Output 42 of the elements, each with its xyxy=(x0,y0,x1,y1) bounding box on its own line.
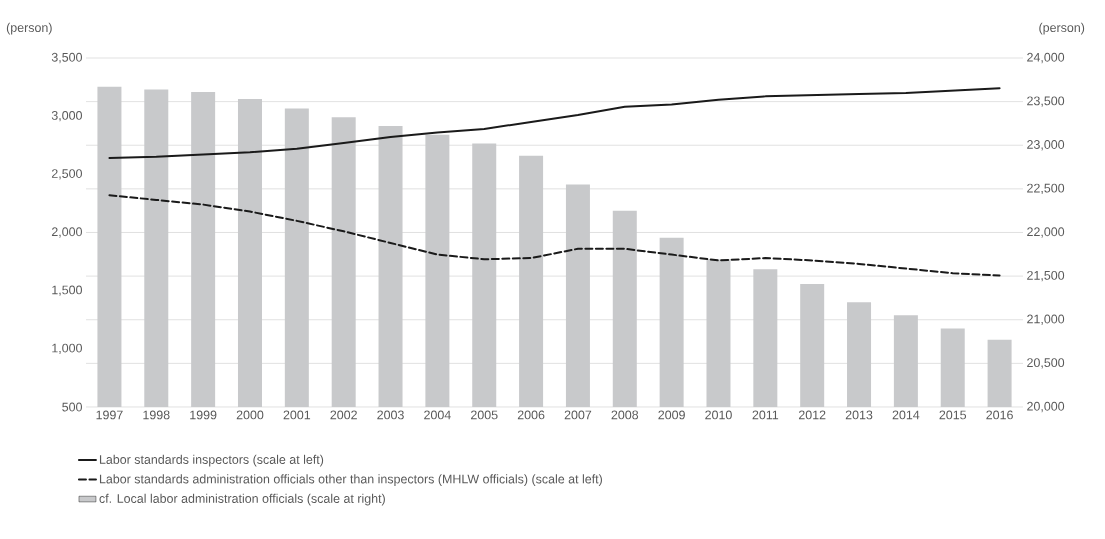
x-tick-label: 2000 xyxy=(236,410,264,420)
y2-tick-label: 23,000 xyxy=(1027,140,1065,151)
y2-tick-label: 23,500 xyxy=(1027,96,1065,107)
x-tick-label: 1999 xyxy=(190,410,217,420)
y-tick-label: 3,500 xyxy=(51,52,82,64)
x-tick-label: 1997 xyxy=(96,410,123,420)
x-tick-label: 2002 xyxy=(330,410,357,420)
y-tick-label: 2,000 xyxy=(51,227,82,238)
x-tick-label: 2003 xyxy=(377,410,404,420)
legend-label: Labor standards administration officials other than inspectors (MHLW officials) (scale at left) xyxy=(99,474,602,486)
y-tick-label: 2,500 xyxy=(51,169,82,180)
x-tick-label: 2010 xyxy=(705,410,732,420)
y-tick-label: 1,000 xyxy=(52,343,82,354)
line-series xyxy=(108,194,1001,277)
x-tick-label: 2001 xyxy=(283,410,311,420)
y2-tick-label: 20,500 xyxy=(1027,358,1065,369)
y-tick-label: 3,000 xyxy=(51,111,82,122)
x-tick-label: 2016 xyxy=(986,410,1013,420)
y2-tick-label: 20,000 xyxy=(1027,401,1065,413)
y2-tick-label: 22,500 xyxy=(1027,183,1065,195)
y2-tick-label: 21,000 xyxy=(1027,314,1065,325)
x-tick-label: 2013 xyxy=(845,410,873,420)
x-tick-label: 1998 xyxy=(143,410,170,420)
x-tick-label: 2007 xyxy=(564,410,592,420)
y2-tick-label: 24,000 xyxy=(1027,52,1065,64)
x-tick-label: 2009 xyxy=(658,410,685,420)
y2-tick-label: 21,500 xyxy=(1027,270,1065,282)
x-tick-label: 2011 xyxy=(752,410,779,420)
x-tick-label: 2008 xyxy=(611,410,639,420)
y2-axis-title: (person) xyxy=(1039,22,1085,35)
legend-label: Labor standards inspectors (scale at left) xyxy=(99,454,324,467)
legend-label: cf. Local labor administration officials (scale at right) xyxy=(99,493,385,506)
x-tick-label: 2005 xyxy=(471,410,498,420)
x-tick-label: 2012 xyxy=(798,410,826,420)
x-tick-label: 2006 xyxy=(517,410,545,420)
y-axis-title: (person) xyxy=(6,22,52,35)
x-tick-label: 2015 xyxy=(939,410,967,420)
x-tick-label: 2014 xyxy=(892,410,920,420)
x-tick-label: 2004 xyxy=(424,410,451,420)
y2-tick-label: 22,000 xyxy=(1027,227,1065,238)
y-tick-label: 1,500 xyxy=(52,285,82,296)
y-tick-label: 500 xyxy=(62,402,82,412)
